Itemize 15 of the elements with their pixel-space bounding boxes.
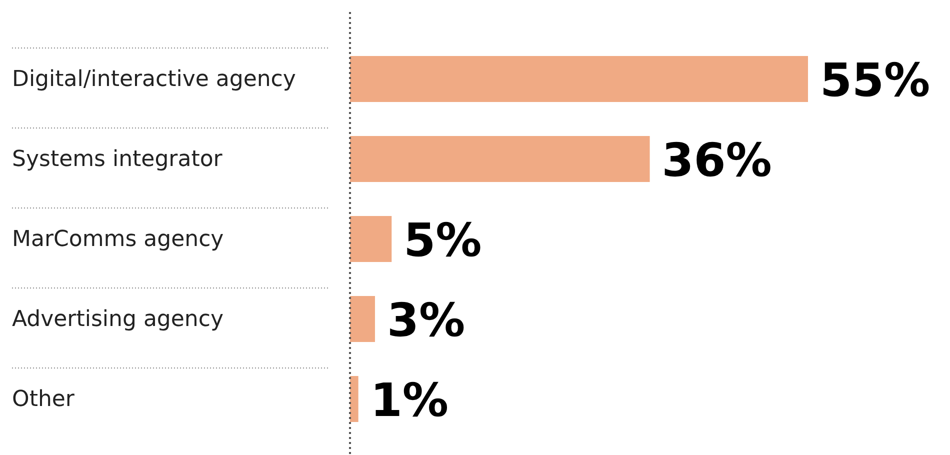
data-label: 5%: [404, 213, 482, 267]
data-label: 1%: [370, 373, 448, 427]
bar: [350, 216, 392, 262]
y-tick-label: Advertising agency: [12, 307, 224, 332]
data-label: 3%: [386, 293, 466, 347]
y-tick-label: Digital/interactive agency: [12, 67, 296, 92]
data-label: 36%: [662, 133, 772, 187]
bar: [350, 136, 650, 182]
y-tick-label: Other: [12, 387, 76, 412]
bar: [350, 296, 375, 342]
bar: [350, 56, 808, 102]
data-label: 55%: [820, 53, 930, 107]
bar: [350, 376, 358, 422]
y-tick-label: MarComms agency: [12, 227, 224, 252]
y-tick-label: Systems integrator: [12, 147, 224, 172]
